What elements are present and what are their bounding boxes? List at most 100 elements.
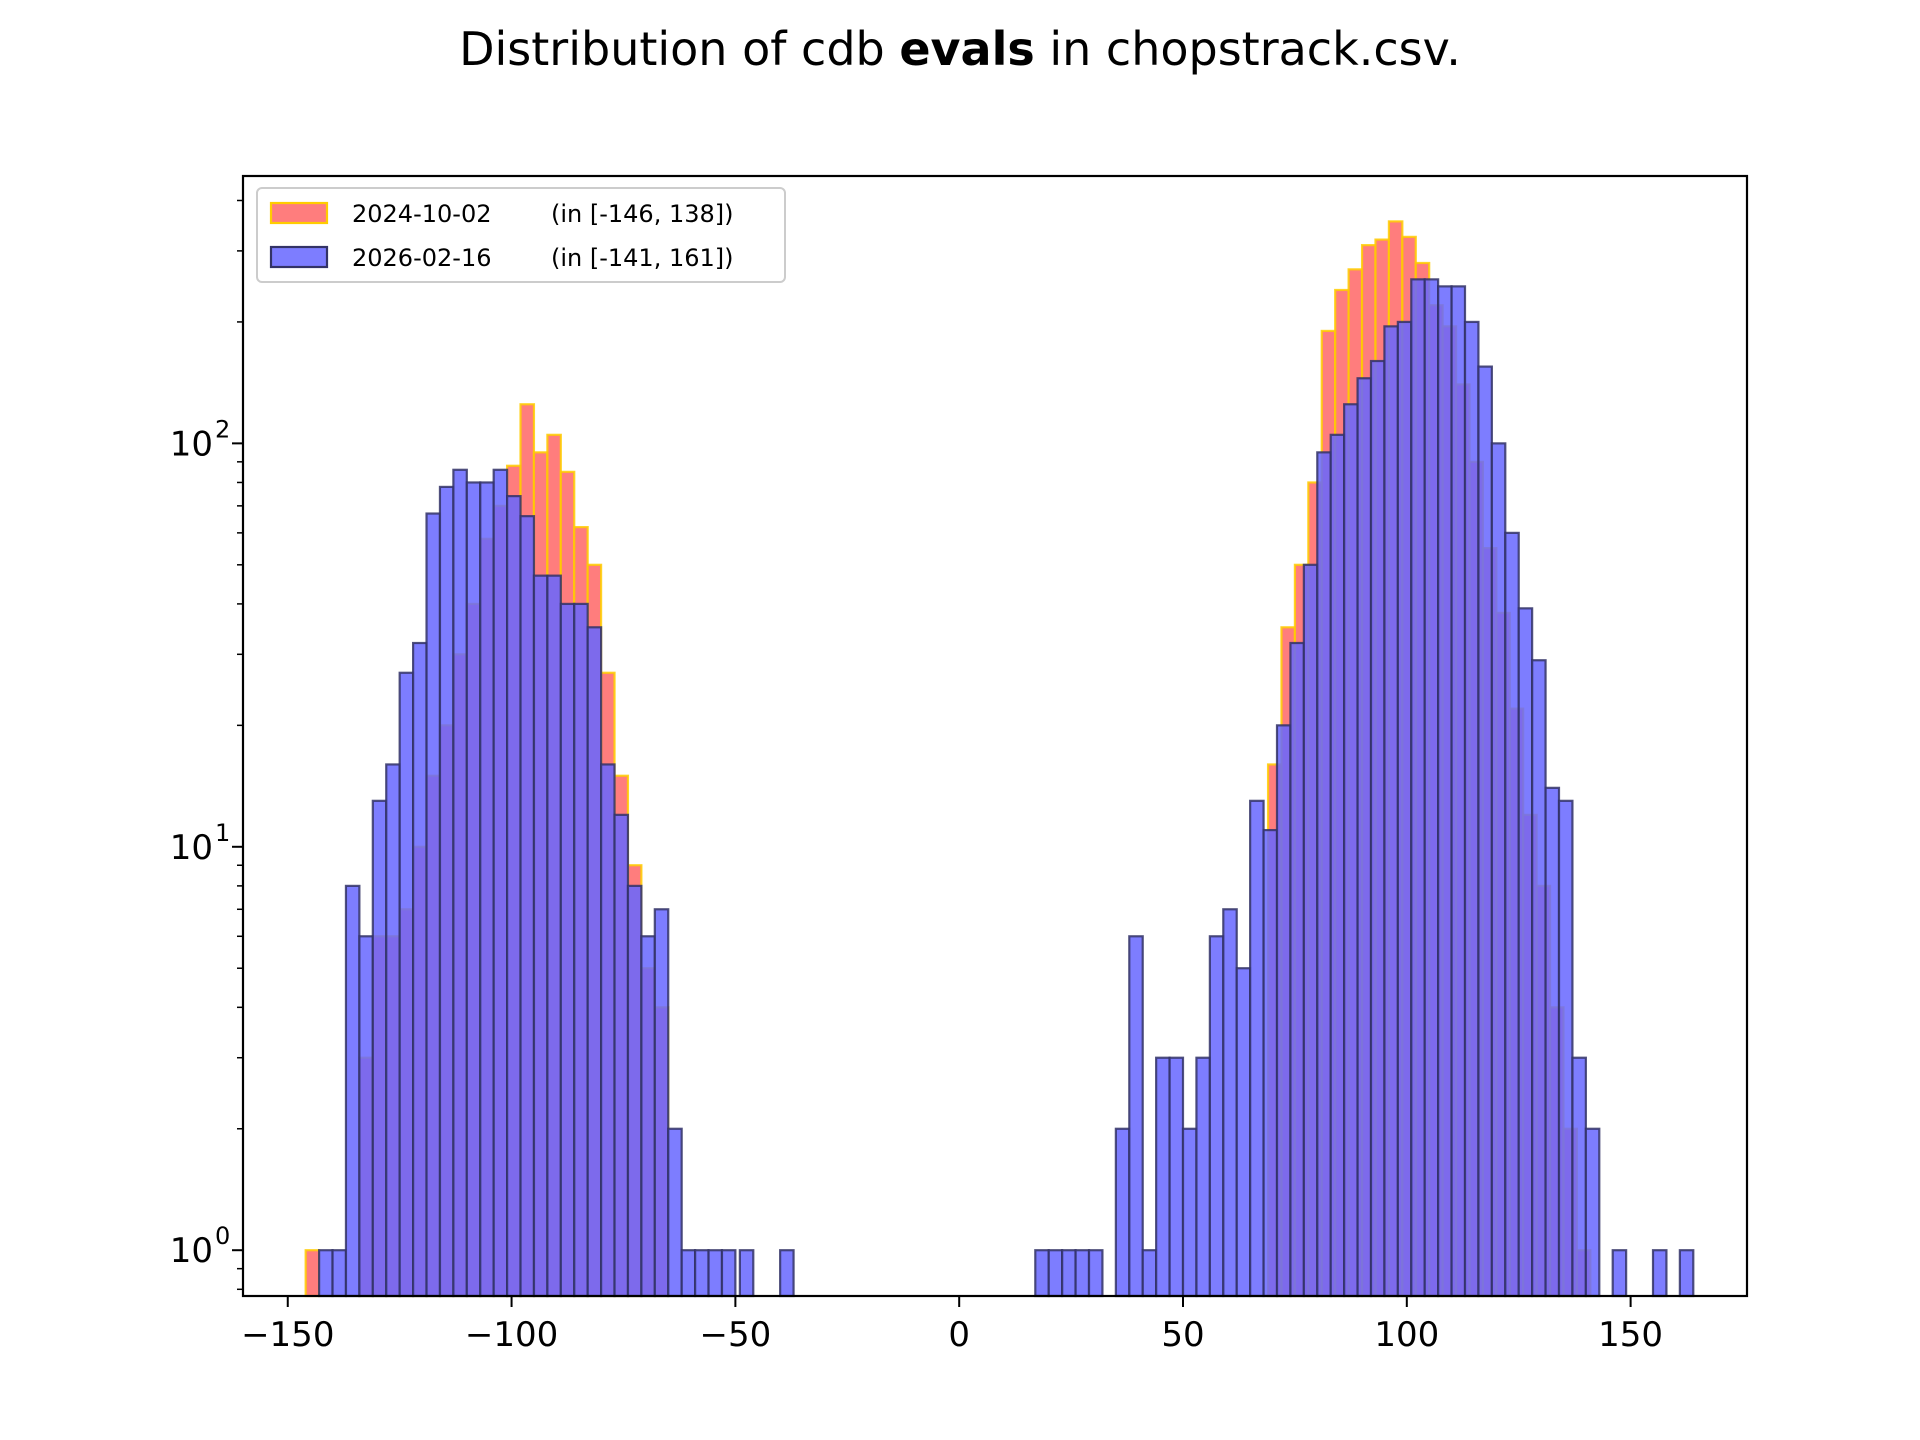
- bar-2026-02-16--101: [506, 495, 522, 1298]
- bar-2026-02-16-29: [1087, 1249, 1104, 1298]
- bar-2026-02-16--71: [640, 935, 656, 1298]
- bar-2026-02-16--95: [532, 574, 549, 1298]
- bar-2026-02-16-161: [1678, 1249, 1695, 1298]
- bar-2026-02-16--53: [720, 1249, 737, 1298]
- bar-2026-02-16-17: [1034, 1249, 1050, 1298]
- bar-2026-02-16-155: [1651, 1249, 1668, 1298]
- legend-box: [256, 187, 786, 283]
- bar-2026-02-16-113: [1463, 320, 1480, 1298]
- bar-2026-02-16-53: [1195, 1056, 1211, 1298]
- bar-2026-02-16-107: [1437, 285, 1453, 1298]
- bar-2026-02-16--92: [546, 574, 562, 1298]
- bar-2026-02-16--125: [398, 671, 415, 1298]
- y-tick-exponent: 2: [215, 415, 230, 443]
- legend-label-range: (in [-146, 138]): [551, 200, 734, 228]
- bar-2026-02-16--116: [438, 485, 455, 1298]
- bar-2026-02-16-35: [1114, 1127, 1131, 1298]
- bar-2026-02-16--134: [358, 935, 374, 1298]
- series-2026-02-16: [318, 278, 1695, 1298]
- legend: 2024-10-02 (in [-146, 138]) 2026-02-16 (in …: [256, 187, 786, 283]
- chart-title-bold-word: evals: [899, 22, 1035, 76]
- bar-2026-02-16-20: [1047, 1249, 1064, 1298]
- bar-2026-02-16-44: [1155, 1056, 1171, 1298]
- y-tick-exponent: 1: [215, 819, 230, 847]
- bar-2026-02-16-80: [1316, 451, 1332, 1298]
- x-tick-label: 150: [1598, 1315, 1663, 1355]
- legend-label-date: 2024-10-02: [352, 200, 491, 228]
- bar-2026-02-16--49: [738, 1249, 755, 1298]
- x-tick-label: −150: [241, 1315, 334, 1355]
- y-tick-label: 10: [170, 1231, 213, 1271]
- bar-2026-02-16--110: [465, 481, 482, 1298]
- bar-2026-02-16--143: [318, 1249, 334, 1298]
- bar-2026-02-16-122: [1504, 531, 1520, 1298]
- bar-2026-02-16-134: [1557, 799, 1574, 1298]
- bar-2026-02-16-125: [1517, 607, 1534, 1298]
- bar-2026-02-16--128: [385, 763, 401, 1298]
- bar-2026-02-16--74: [626, 884, 643, 1298]
- chart-title: Distribution of cdb evals in chopstrack.…: [0, 22, 1920, 76]
- x-tick-label: 50: [1161, 1315, 1204, 1355]
- bar-2024-10-02--146: [304, 1249, 321, 1298]
- bar-2026-02-16--131: [371, 799, 388, 1298]
- bar-2026-02-16-23: [1061, 1249, 1077, 1298]
- bar-2026-02-16--59: [693, 1249, 710, 1298]
- bar-2026-02-16-41: [1141, 1249, 1158, 1298]
- bars-layer: [304, 220, 1695, 1298]
- bar-2026-02-16--80: [599, 763, 616, 1298]
- bar-2026-02-16--56: [707, 1249, 724, 1298]
- bar-2026-02-16--137: [344, 884, 361, 1298]
- bar-2026-02-16-83: [1329, 433, 1346, 1298]
- bar-2026-02-16-47: [1168, 1056, 1185, 1298]
- bar-2026-02-16-89: [1356, 377, 1373, 1298]
- bar-2026-02-16-137: [1571, 1056, 1587, 1298]
- bar-2026-02-16-74: [1289, 641, 1305, 1298]
- bar-2026-02-16--119: [425, 512, 442, 1298]
- chart-title-prefix: Distribution of cdb: [459, 22, 900, 76]
- bar-2026-02-16--68: [653, 908, 670, 1298]
- y-tick-label: 10: [170, 828, 213, 868]
- bar-2026-02-16-56: [1208, 935, 1225, 1298]
- bar-2026-02-16-65: [1249, 799, 1265, 1298]
- bar-2026-02-16--89: [559, 602, 576, 1298]
- bar-2026-02-16-62: [1235, 967, 1252, 1298]
- bar-2026-02-16-92: [1369, 359, 1386, 1298]
- y-tick-exponent: 0: [215, 1222, 230, 1250]
- bar-2026-02-16--40: [779, 1249, 795, 1298]
- bar-2026-02-16-59: [1222, 908, 1238, 1298]
- x-tick-label: 0: [948, 1315, 970, 1355]
- x-tick-label: 100: [1374, 1315, 1439, 1355]
- bar-2026-02-16-98: [1396, 320, 1413, 1298]
- bar-2026-02-16--122: [412, 641, 428, 1298]
- bar-2026-02-16-110: [1450, 285, 1467, 1298]
- bar-2026-02-16--83: [586, 626, 603, 1298]
- bar-2026-02-16-116: [1477, 365, 1493, 1298]
- bar-2026-02-16-95: [1383, 325, 1399, 1298]
- bar-2026-02-16-86: [1343, 403, 1359, 1298]
- bar-2026-02-16-71: [1275, 724, 1292, 1298]
- legend-label-range: (in [-141, 161]): [551, 244, 734, 272]
- bar-2026-02-16-101: [1410, 278, 1426, 1298]
- bar-2026-02-16-77: [1302, 563, 1319, 1298]
- bar-2026-02-16--86: [573, 602, 589, 1298]
- bar-2026-02-16-104: [1423, 278, 1440, 1298]
- bar-2026-02-16--98: [519, 515, 536, 1298]
- bar-2026-02-16--65: [667, 1127, 683, 1298]
- bar-2026-02-16--62: [680, 1249, 697, 1298]
- legend-label-date: 2026-02-16: [352, 244, 491, 272]
- chart-title-suffix: in chopstrack.csv.: [1034, 22, 1461, 76]
- bar-2026-02-16-131: [1544, 786, 1561, 1298]
- bar-2026-02-16-68: [1262, 828, 1279, 1298]
- y-tick-label: 10: [170, 424, 213, 464]
- x-tick-label: −50: [699, 1315, 771, 1355]
- bar-2026-02-16-38: [1128, 935, 1144, 1298]
- bar-2026-02-16-140: [1584, 1127, 1601, 1298]
- bar-2026-02-16--77: [613, 813, 630, 1298]
- legend-swatch: [269, 245, 329, 269]
- x-tick-label: −100: [465, 1315, 558, 1355]
- bar-2026-02-16--140: [331, 1249, 348, 1298]
- bar-2026-02-16--113: [452, 468, 468, 1298]
- plot-frame: [241, 174, 1749, 1298]
